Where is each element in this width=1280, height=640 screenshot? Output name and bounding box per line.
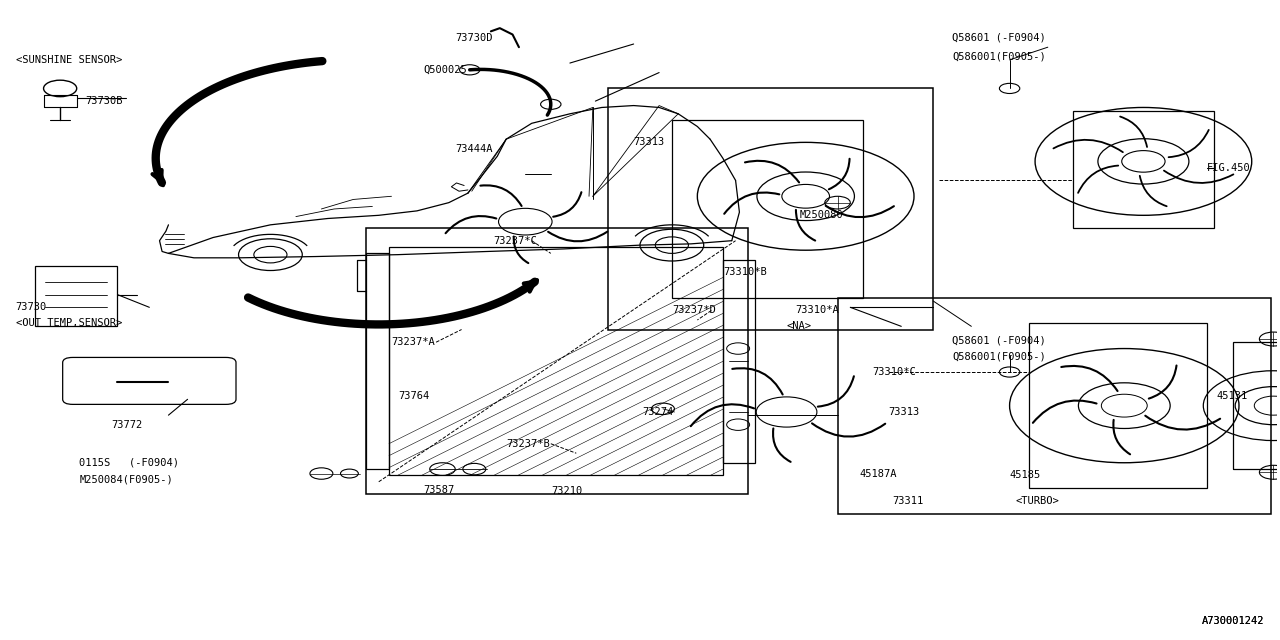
Text: Q58601 (-F0904): Q58601 (-F0904) [952,33,1046,43]
Text: 0115S   (-F0904): 0115S (-F0904) [79,458,179,468]
Text: 73310*C: 73310*C [872,367,915,377]
Text: 73237*C: 73237*C [493,236,538,246]
Bar [723,260,755,463]
Text: <SUNSHINE SENSOR>: <SUNSHINE SENSOR> [15,55,122,65]
Text: A730001242: A730001242 [1202,616,1265,627]
Bar [1029,323,1207,488]
Text: 73313: 73313 [888,407,920,417]
Text: Q58601 (-F0904): Q58601 (-F0904) [952,335,1046,346]
Text: 73274: 73274 [643,407,673,417]
Bar [35,266,118,326]
Text: 45187A: 45187A [859,468,897,479]
Text: 73730D: 73730D [456,33,493,43]
Text: 73764: 73764 [398,391,429,401]
Text: <NA>: <NA> [787,321,812,332]
Text: 73237*D: 73237*D [672,305,716,316]
Text: <OUT TEMP,SENSOR>: <OUT TEMP,SENSOR> [15,318,122,328]
Text: 73311: 73311 [892,496,924,506]
Bar [608,88,933,330]
Text: M250080: M250080 [799,211,844,220]
Text: 73772: 73772 [111,420,142,429]
Text: 73210: 73210 [550,486,582,496]
Text: <TURBO>: <TURBO> [1016,496,1060,506]
Text: 73587: 73587 [424,485,454,495]
Bar [1074,111,1213,228]
Text: 73444A: 73444A [456,144,493,154]
Bar [1233,342,1280,469]
Text: 45185: 45185 [1010,470,1041,481]
Text: Q586001(F0905-): Q586001(F0905-) [952,52,1046,61]
Bar [366,253,389,469]
Text: M250084(F0905-): M250084(F0905-) [79,475,173,485]
Text: 73310*A: 73310*A [795,305,840,316]
Bar [672,120,863,298]
Text: FIG.450: FIG.450 [1207,163,1251,173]
Text: Q500025: Q500025 [424,65,467,74]
Text: 73730B: 73730B [86,96,123,106]
Text: 73313: 73313 [634,138,664,147]
Text: 73730: 73730 [15,302,47,312]
Text: 73310*B: 73310*B [723,268,767,277]
Bar [389,247,723,476]
Text: 73237*A: 73237*A [392,337,435,348]
Bar [366,228,749,495]
Text: 73237*B: 73237*B [506,438,550,449]
Text: Q586001(F0905-): Q586001(F0905-) [952,352,1046,362]
Bar [837,298,1271,513]
Text: A730001242: A730001242 [1202,616,1265,627]
Text: 45131: 45131 [1216,391,1247,401]
